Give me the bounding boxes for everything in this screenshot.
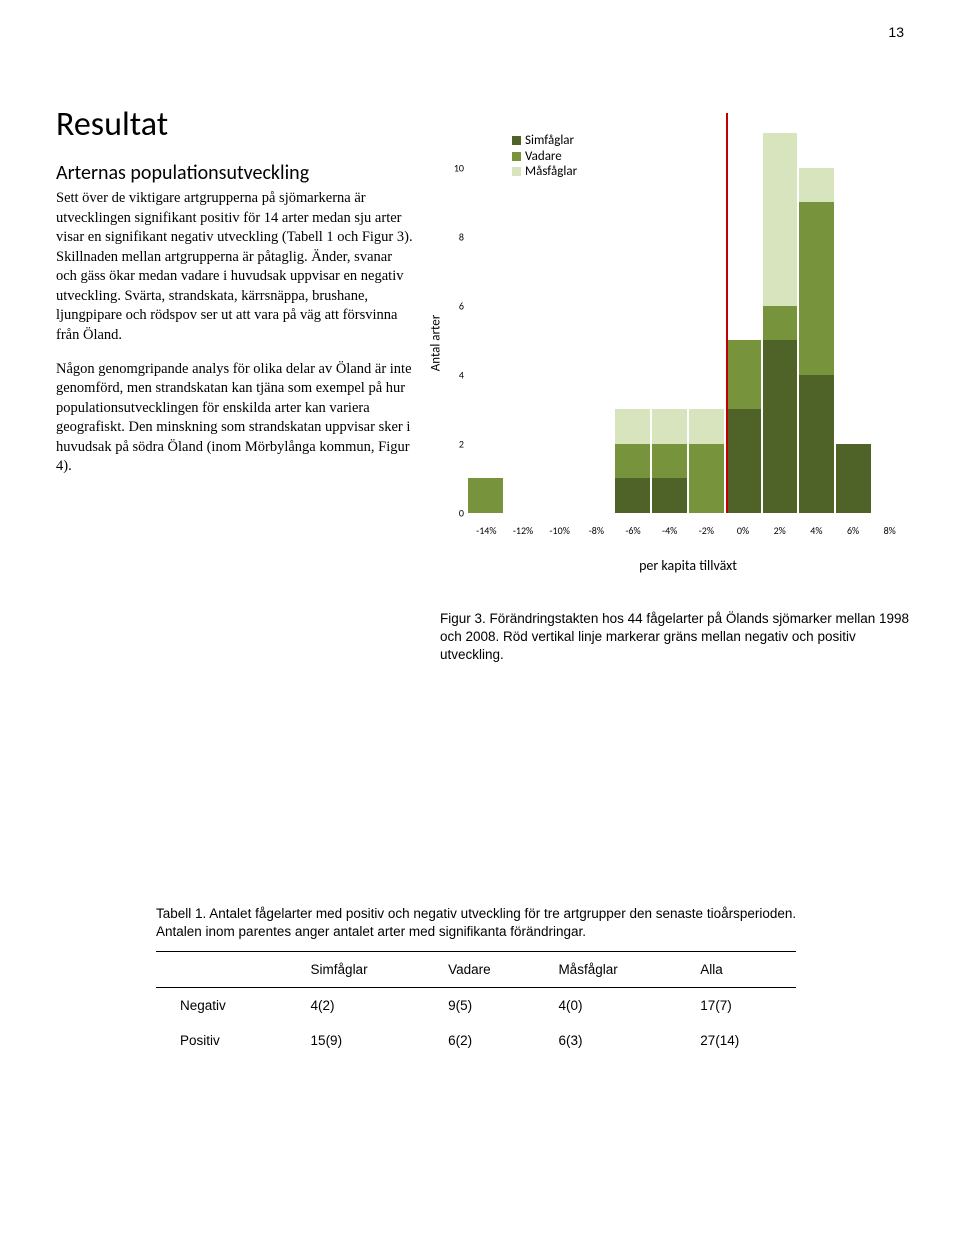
x-tick-label: -12% [505, 524, 542, 537]
x-tick-label: 4% [798, 524, 835, 537]
x-tick-label: -8% [578, 524, 615, 537]
table-cell: Negativ [156, 988, 303, 1024]
y-axis-label: Antal arter [429, 315, 444, 372]
x-tick-labels: -14%-12%-10%-8%-6%-4%-2%0%2%4%6%8% [468, 524, 908, 537]
bar-segment [615, 478, 650, 513]
y-tick-label: 10 [448, 161, 464, 174]
bar-segment [726, 409, 761, 513]
x-tick-label: -10% [541, 524, 578, 537]
bar-segment [799, 202, 834, 375]
x-tick-label: 6% [835, 524, 872, 537]
bar-group [468, 478, 503, 513]
x-tick-label: -6% [615, 524, 652, 537]
bar-group [763, 133, 798, 513]
table-caption: Tabell 1. Antalet fågelarter med positiv… [156, 905, 836, 941]
subsection-title: Arternas populationsutveckling [56, 161, 416, 185]
bar-segment [652, 444, 687, 479]
bar-segment [799, 375, 834, 513]
y-tick-label: 0 [448, 507, 464, 520]
y-tick-label: 4 [448, 368, 464, 381]
left-column: Arternas populationsutveckling Sett över… [56, 153, 416, 491]
bar-segment [689, 409, 724, 444]
x-tick-label: 8% [871, 524, 908, 537]
table-body: Negativ4(2)9(5)4(0)17(7)Positiv15(9)6(2)… [156, 988, 796, 1059]
table-cell: 17(7) [692, 988, 796, 1024]
x-tick-label: 2% [761, 524, 798, 537]
figure-caption: Figur 3. Förändringstakten hos 44 fågela… [440, 610, 920, 665]
y-tick-label: 8 [448, 230, 464, 243]
table-cell: 6(2) [440, 1023, 550, 1058]
paragraph-1: Sett över de viktigare artgrupperna på s… [56, 189, 416, 346]
page-number: 13 [888, 24, 904, 40]
table-header-row: SimfåglarVadareMåsfåglarAlla [156, 952, 796, 988]
bar-group [689, 409, 724, 513]
table-cell: 15(9) [303, 1023, 441, 1058]
table-column-header: Vadare [440, 952, 550, 988]
table-cell: 4(2) [303, 988, 441, 1024]
table-cell: 4(0) [550, 988, 692, 1024]
table-cell: Positiv [156, 1023, 303, 1058]
bar-segment [652, 478, 687, 513]
bar-segment [689, 444, 724, 513]
bar-segment [836, 444, 871, 513]
x-tick-label: -14% [468, 524, 505, 537]
table-column-header: Simfåglar [303, 952, 441, 988]
x-tick-label: -4% [651, 524, 688, 537]
bars-row [468, 133, 908, 513]
table-column-header [156, 952, 303, 988]
bar-group [726, 340, 761, 513]
table-row: Positiv15(9)6(2)6(3)27(14) [156, 1023, 796, 1058]
right-column: SimfåglarVadareMåsfåglar Antal arter 024… [440, 153, 920, 665]
table-column-header: Måsfåglar [550, 952, 692, 988]
table-cell: 6(3) [550, 1023, 692, 1058]
two-column-layout: Arternas populationsutveckling Sett över… [56, 153, 904, 665]
table-cell: 27(14) [692, 1023, 796, 1058]
table-column-header: Alla [692, 952, 796, 988]
x-tick-label: 0% [725, 524, 762, 537]
bar-group [652, 409, 687, 513]
data-table: SimfåglarVadareMåsfåglarAlla Negativ4(2)… [156, 951, 796, 1058]
y-tick-label: 2 [448, 437, 464, 450]
plot-area: 0246810 [468, 133, 908, 513]
bar-group [836, 444, 871, 513]
bar-segment [799, 168, 834, 203]
stacked-bar-chart: SimfåglarVadareMåsfåglar Antal arter 024… [440, 133, 910, 553]
bar-group [799, 168, 834, 513]
bar-segment [726, 340, 761, 409]
table-row: Negativ4(2)9(5)4(0)17(7) [156, 988, 796, 1024]
bar-segment [763, 340, 798, 513]
bar-segment [615, 444, 650, 479]
bar-segment [763, 133, 798, 306]
x-tick-label: -2% [688, 524, 725, 537]
bar-segment [615, 409, 650, 444]
table-block: Tabell 1. Antalet fågelarter med positiv… [156, 905, 836, 1058]
y-tick-label: 6 [448, 299, 464, 312]
paragraph-2: Någon genomgripande analys för olika del… [56, 360, 416, 477]
threshold-line [726, 113, 728, 513]
bar-group [615, 409, 650, 513]
bar-segment [468, 478, 503, 513]
table-cell: 9(5) [440, 988, 550, 1024]
bar-segment [763, 306, 798, 341]
x-axis-label: per kapita tillväxt [468, 557, 908, 574]
bar-segment [652, 409, 687, 444]
